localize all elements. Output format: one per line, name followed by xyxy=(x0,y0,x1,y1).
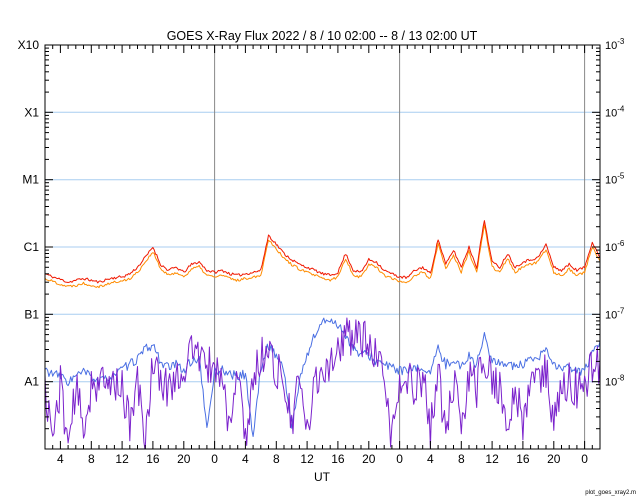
x-tick-label: 8 xyxy=(88,452,95,466)
x-tick-label: 4 xyxy=(242,452,249,466)
x-tick-label: 8 xyxy=(458,452,465,466)
flux-class-label: X10 xyxy=(18,38,40,52)
series-orange-path xyxy=(45,224,600,289)
axis-ticks xyxy=(44,44,601,450)
watermark: plot_goes_xray2.m xyxy=(585,490,636,496)
x-tick-label: 16 xyxy=(146,452,160,466)
x-tick-label: 4 xyxy=(57,452,64,466)
x-tick-label: 0 xyxy=(396,452,403,466)
log-flux-label: 10-3 xyxy=(605,37,625,52)
data-series xyxy=(45,220,600,449)
x-tick-label: 12 xyxy=(115,452,129,466)
x-tick-label: 20 xyxy=(177,452,191,466)
chart-title: GOES X-Ray Flux 2022 / 8 / 10 02:00 -- 8… xyxy=(167,29,478,43)
x-tick-label: 0 xyxy=(211,452,218,466)
flux-class-label: X1 xyxy=(24,105,39,119)
log-flux-label: 10-8 xyxy=(605,374,625,389)
log-flux-label: 10-4 xyxy=(605,104,625,119)
log-flux-label: 10-6 xyxy=(605,239,625,254)
x-tick-label: 8 xyxy=(273,452,280,466)
x-tick-label: 12 xyxy=(300,452,314,466)
x-tick-label: 20 xyxy=(547,452,561,466)
x-tick-label: 12 xyxy=(485,452,499,466)
gridlines xyxy=(45,45,600,449)
flux-class-label: M1 xyxy=(22,173,39,187)
series-red-path xyxy=(45,220,600,284)
log-flux-label: 10-5 xyxy=(605,172,625,187)
axis-labels: 4 8 12 16 20 0 4 8 12 16 20 0 4 8 12 16 20 0 X10 X1 M1 C1 B1 A1… xyxy=(18,37,625,466)
x-axis-title: UT xyxy=(314,470,331,484)
log-flux-label: 10-7 xyxy=(605,306,625,321)
series-purple-path xyxy=(45,317,600,449)
series-blue-path xyxy=(45,317,600,437)
x-tick-label: 0 xyxy=(581,452,588,466)
flux-class-label: A1 xyxy=(24,375,39,389)
flux-class-label: C1 xyxy=(24,240,40,254)
x-tick-label: 16 xyxy=(331,452,345,466)
x-tick-label: 20 xyxy=(362,452,376,466)
x-tick-label: 16 xyxy=(516,452,530,466)
flux-class-label: B1 xyxy=(24,307,39,321)
x-tick-label: 4 xyxy=(427,452,434,466)
